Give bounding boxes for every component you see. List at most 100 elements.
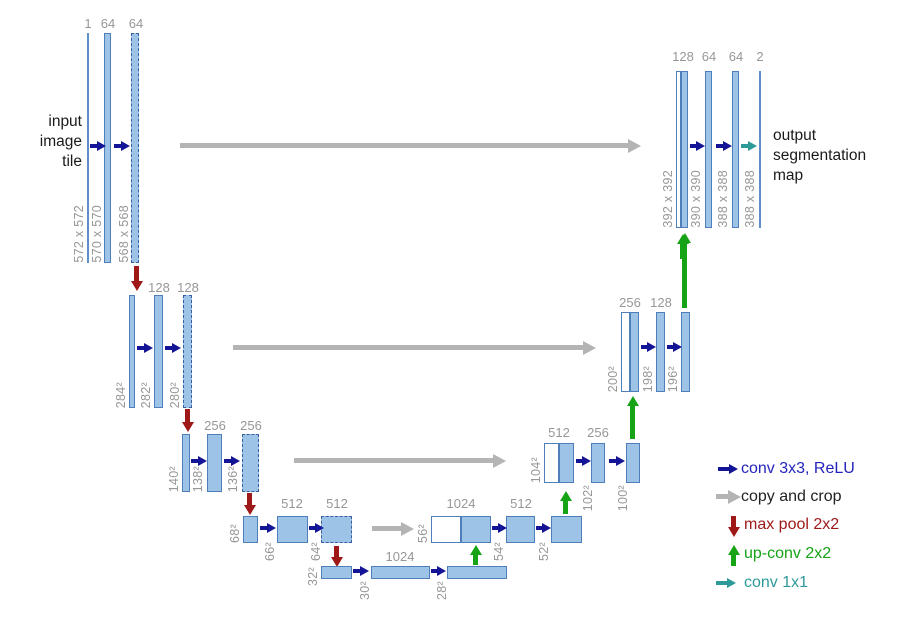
conv-arrow-icon xyxy=(353,569,360,573)
feature-size-label: 56² xyxy=(416,524,430,543)
feature-map-bar xyxy=(447,566,507,579)
feature-map-bar xyxy=(371,566,430,579)
feature-map-bar xyxy=(321,566,352,579)
channel-count-label: 128 xyxy=(672,49,694,64)
channel-count-label: 512 xyxy=(548,425,570,440)
channel-count-label: 1 xyxy=(84,16,92,31)
copy-crop-arrow-icon xyxy=(372,526,401,531)
legend-item-conv1x1: conv 1x1 xyxy=(744,574,809,591)
channel-count-label: 64 xyxy=(128,16,144,31)
up-conv-arrow-icon xyxy=(682,243,687,308)
crop-source-bar xyxy=(242,434,259,492)
input-label-line: tile xyxy=(62,153,82,170)
conv-1x1-arrow-icon xyxy=(716,581,727,585)
conv-arrow-icon xyxy=(576,459,582,463)
copy-crop-arrow-icon xyxy=(233,345,583,350)
feature-size-label: 282² xyxy=(139,381,153,408)
channel-count-label: 128 xyxy=(148,280,170,295)
feature-size-label: 196² xyxy=(666,365,680,392)
channel-count-label: 64 xyxy=(728,49,744,64)
up-conv-arrow-icon xyxy=(630,406,635,439)
feature-map-bar xyxy=(461,516,491,543)
feature-size-label: 392 x 392 xyxy=(661,170,675,228)
feature-map-bar xyxy=(656,312,665,392)
feature-map-bar xyxy=(626,443,640,483)
up-conv-arrow-icon xyxy=(731,555,736,566)
copied-feature-map-box xyxy=(676,71,681,228)
channel-count-label: 256 xyxy=(204,418,226,433)
conv-arrow-icon xyxy=(609,459,616,463)
feature-size-label: 32² xyxy=(306,567,320,586)
feature-size-label: 102² xyxy=(581,485,595,512)
max-pool-arrow-icon xyxy=(185,409,190,422)
input-label-line: image xyxy=(39,133,82,150)
legend-item-max-pool: max pool 2x2 xyxy=(744,516,840,533)
feature-map-bar xyxy=(681,312,690,392)
conv-arrow-icon xyxy=(224,459,231,463)
output-label-line: output xyxy=(773,127,817,144)
feature-map-bar xyxy=(559,443,574,483)
feature-size-label: 388 x 388 xyxy=(716,170,730,228)
legend-item-copy-crop: copy and crop xyxy=(741,488,842,505)
channel-count-label: 256 xyxy=(240,418,262,433)
feature-size-label: 388 x 388 xyxy=(743,170,757,228)
copy-crop-arrow-icon xyxy=(294,458,493,463)
channel-count-label: 256 xyxy=(619,295,641,310)
copied-feature-map-box xyxy=(621,312,630,392)
feature-size-label: 390 x 390 xyxy=(689,170,703,228)
feature-size-label: 66² xyxy=(263,542,277,561)
conv-arrow-icon xyxy=(667,345,673,349)
crop-source-bar xyxy=(183,295,192,408)
channel-count-label: 64 xyxy=(100,16,116,31)
feature-size-label: 140² xyxy=(167,465,181,492)
conv-arrow-icon xyxy=(718,467,729,471)
output-segmentation-map-label: output segmentation map xyxy=(773,126,866,186)
feature-map-bar xyxy=(591,443,605,483)
feature-size-label: 198² xyxy=(641,365,655,392)
channel-count-label: 512 xyxy=(326,496,348,511)
feature-map-bar xyxy=(705,71,712,228)
feature-size-label: 104² xyxy=(529,456,543,483)
conv-arrow-icon xyxy=(137,346,144,350)
up-conv-arrow-icon xyxy=(680,244,685,259)
feature-map-bar xyxy=(129,295,135,408)
feature-map-bar xyxy=(277,516,308,543)
feature-size-label: 64² xyxy=(309,542,323,561)
feature-map-bar xyxy=(681,71,688,228)
channel-count-label: 512 xyxy=(281,496,303,511)
feature-size-label: 52² xyxy=(537,542,551,561)
crop-source-bar xyxy=(131,33,139,263)
up-conv-arrow-icon xyxy=(563,501,568,514)
copied-feature-map-box xyxy=(431,516,461,543)
conv-arrow-icon xyxy=(641,345,647,349)
legend-item-up-conv: up-conv 2x2 xyxy=(744,545,832,562)
max-pool-arrow-icon xyxy=(334,546,339,557)
channel-count-label: 64 xyxy=(701,49,717,64)
feature-size-label: 572 x 572 xyxy=(72,205,86,263)
feature-map-bar xyxy=(182,434,190,492)
feature-map-bar xyxy=(243,516,258,543)
copied-feature-map-box xyxy=(544,443,559,483)
conv-arrow-icon xyxy=(309,526,315,530)
feature-size-label: 568 x 568 xyxy=(117,205,131,263)
conv-arrow-icon xyxy=(165,346,172,350)
channel-count-label: 256 xyxy=(587,425,609,440)
channel-count-label: 2 xyxy=(756,49,764,64)
channel-count-label: 1024 xyxy=(385,549,415,564)
feature-map-bar xyxy=(506,516,535,543)
channel-count-label: 128 xyxy=(177,280,199,295)
up-conv-arrow-icon xyxy=(473,555,478,565)
feature-map-bar xyxy=(630,312,639,392)
conv-arrow-icon xyxy=(690,144,696,148)
feature-map-bar xyxy=(759,71,761,228)
conv-arrow-icon xyxy=(114,144,121,148)
input-label-line: input xyxy=(48,113,82,130)
conv-arrow-icon xyxy=(716,144,723,148)
feature-size-label: 28² xyxy=(435,581,449,600)
conv-arrow-icon xyxy=(492,526,498,530)
max-pool-arrow-icon xyxy=(134,266,139,281)
crop-source-bar xyxy=(321,516,352,543)
feature-map-bar xyxy=(551,516,582,543)
feature-size-label: 54² xyxy=(492,542,506,561)
